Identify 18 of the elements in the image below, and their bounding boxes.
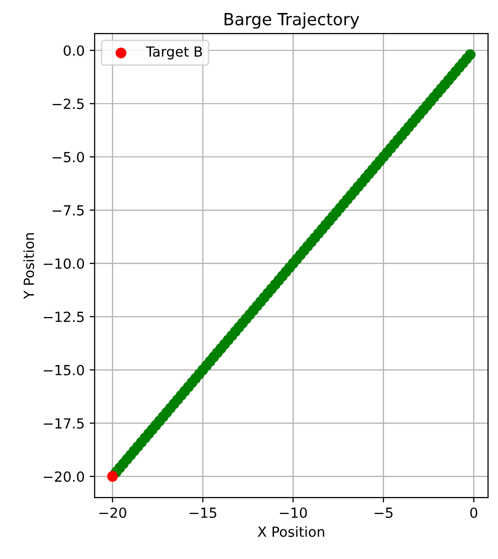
- y-tick-label: −5.0: [52, 152, 84, 162]
- x-tick-label: 0: [470, 507, 478, 518]
- y-tick-label: −2.5: [52, 98, 84, 110]
- y-tick-label: −10.0: [44, 258, 84, 269]
- chart-title: Barge Trajectory: [224, 12, 360, 29]
- x-tick-label: −15: [190, 508, 216, 518]
- x-tick-label: −5: [374, 508, 392, 518]
- y-tick-label: −12.5: [44, 312, 84, 322]
- y-axis-title: Y Position: [23, 233, 34, 300]
- y-tick-label: 0.0: [64, 45, 84, 56]
- x-axis-title: X Position: [258, 526, 324, 537]
- y-tick-label: −7.5: [52, 205, 84, 216]
- x-tick-label: −20: [99, 507, 126, 518]
- y-tick-label: −20.0: [44, 471, 84, 482]
- y-tick-label: −15.0: [44, 364, 84, 376]
- x-tick-label: −10: [280, 507, 307, 518]
- y-tick-label: −17.5: [44, 418, 84, 429]
- legend-label: Target B: [146, 46, 202, 60]
